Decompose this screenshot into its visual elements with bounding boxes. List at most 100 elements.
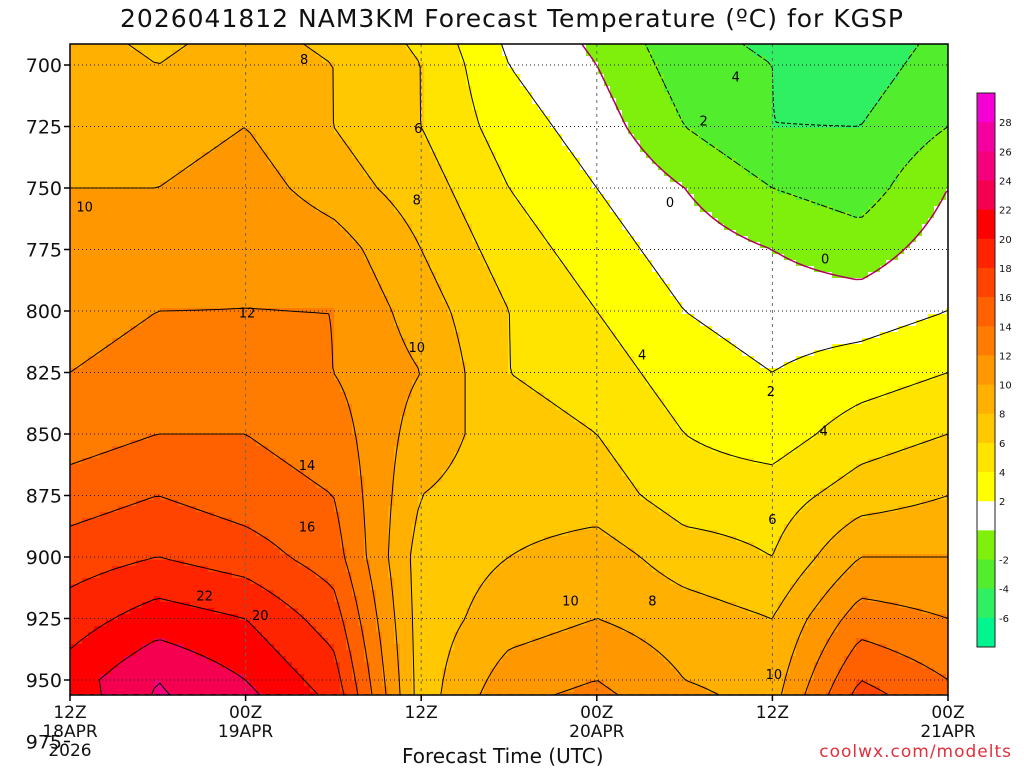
temperature-cell — [214, 614, 221, 621]
temperature-cell — [130, 344, 137, 351]
temperature-cell — [244, 338, 251, 345]
temperature-cell — [310, 146, 317, 153]
temperature-cell — [304, 674, 311, 681]
temperature-cell — [322, 506, 329, 513]
temperature-cell — [274, 44, 281, 51]
temperature-cell — [118, 512, 125, 519]
temperature-cell — [232, 512, 239, 519]
temperature-cell — [328, 296, 335, 303]
temperature-cell — [70, 428, 77, 435]
temperature-cell — [268, 356, 275, 363]
temperature-cell — [184, 140, 191, 147]
temperature-cell — [328, 242, 335, 249]
temperature-cell — [262, 578, 269, 585]
temperature-cell — [250, 422, 257, 429]
temperature-cell — [232, 56, 239, 63]
temperature-cell — [112, 518, 119, 525]
temperature-cell — [154, 578, 161, 585]
temperature-cell — [340, 284, 347, 291]
temperature-cell — [166, 614, 173, 621]
temperature-cell — [286, 44, 293, 51]
temperature-cell — [280, 86, 287, 93]
temperature-cell — [124, 266, 131, 273]
temperature-cell — [238, 500, 245, 507]
temperature-cell — [292, 176, 299, 183]
temperature-cell — [160, 512, 167, 519]
temperature-cell — [268, 506, 275, 513]
temperature-cell — [166, 314, 173, 321]
temperature-cell — [196, 578, 203, 585]
temperature-cell — [148, 542, 155, 549]
temperature-cell — [124, 470, 131, 477]
temperature-cell — [250, 104, 257, 111]
temperature-cell — [70, 164, 77, 171]
temperature-cell — [94, 230, 101, 237]
temperature-cell — [220, 386, 227, 393]
temperature-cell — [214, 458, 221, 465]
temperature-cell — [208, 68, 215, 75]
temperature-cell — [334, 560, 341, 567]
temperature-cell — [250, 116, 257, 123]
temperature-cell — [100, 632, 107, 639]
temperature-cell — [202, 464, 209, 471]
temperature-cell — [118, 608, 125, 615]
temperature-cell — [214, 674, 221, 681]
temperature-cell — [166, 410, 173, 417]
temperature-cell — [166, 188, 173, 195]
temperature-cell — [106, 122, 113, 129]
temperature-cell — [94, 212, 101, 219]
temperature-cell — [298, 620, 305, 627]
temperature-cell — [238, 476, 245, 483]
temperature-cell — [298, 242, 305, 249]
temperature-cell — [220, 608, 227, 615]
temperature-cell — [130, 320, 137, 327]
temperature-cell — [334, 554, 341, 561]
temperature-cell — [304, 446, 311, 453]
temperature-cell — [316, 278, 323, 285]
temperature-cell — [292, 302, 299, 309]
temperature-cell — [298, 386, 305, 393]
temperature-cell — [220, 44, 227, 51]
temperature-cell — [220, 476, 227, 483]
temperature-cell — [238, 266, 245, 273]
temperature-cell — [82, 446, 89, 453]
temperature-cell — [256, 284, 263, 291]
temperature-cell — [166, 416, 173, 423]
temperature-cell — [298, 344, 305, 351]
temperature-cell — [166, 326, 173, 333]
temperature-cell — [154, 170, 161, 177]
temperature-cell — [136, 122, 143, 129]
temperature-cell — [328, 344, 335, 351]
temperature-cell — [106, 440, 113, 447]
temperature-cell — [136, 80, 143, 87]
temperature-cell — [70, 308, 77, 315]
temperature-cell — [130, 440, 137, 447]
temperature-cell — [160, 686, 167, 693]
temperature-cell — [316, 632, 323, 639]
temperature-cell — [244, 470, 251, 477]
temperature-cell — [280, 656, 287, 663]
temperature-cell — [88, 344, 95, 351]
temperature-cell — [184, 464, 191, 471]
temperature-cell — [208, 524, 215, 531]
temperature-cell — [70, 386, 77, 393]
temperature-cell — [226, 242, 233, 249]
temperature-cell — [82, 110, 89, 117]
temperature-cell — [94, 584, 101, 591]
temperature-cell — [304, 110, 311, 117]
temperature-cell — [214, 368, 221, 375]
temperature-cell — [136, 182, 143, 189]
temperature-cell — [166, 260, 173, 267]
temperature-cell — [190, 212, 197, 219]
temperature-cell — [178, 128, 185, 135]
temperature-cell — [172, 620, 179, 627]
temperature-cell — [202, 278, 209, 285]
temperature-cell — [82, 314, 89, 321]
temperature-cell — [124, 494, 131, 501]
temperature-cell — [280, 506, 287, 513]
temperature-cell — [232, 320, 239, 327]
temperature-cell — [82, 368, 89, 375]
temperature-cell — [196, 248, 203, 255]
temperature-cell — [136, 680, 143, 687]
temperature-cell — [328, 218, 335, 225]
